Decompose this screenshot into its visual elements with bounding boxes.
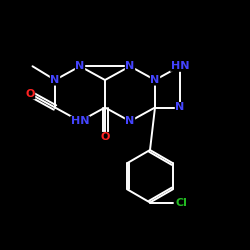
- Text: N: N: [126, 116, 134, 126]
- Text: N: N: [76, 61, 84, 71]
- Text: N: N: [176, 102, 184, 113]
- Text: O: O: [100, 132, 110, 142]
- Text: HN: HN: [171, 61, 189, 71]
- Text: Cl: Cl: [175, 198, 187, 207]
- Text: N: N: [50, 75, 60, 85]
- Text: O: O: [25, 89, 35, 99]
- Text: N: N: [126, 61, 134, 71]
- Text: HN: HN: [71, 116, 89, 126]
- Text: N: N: [150, 75, 160, 85]
